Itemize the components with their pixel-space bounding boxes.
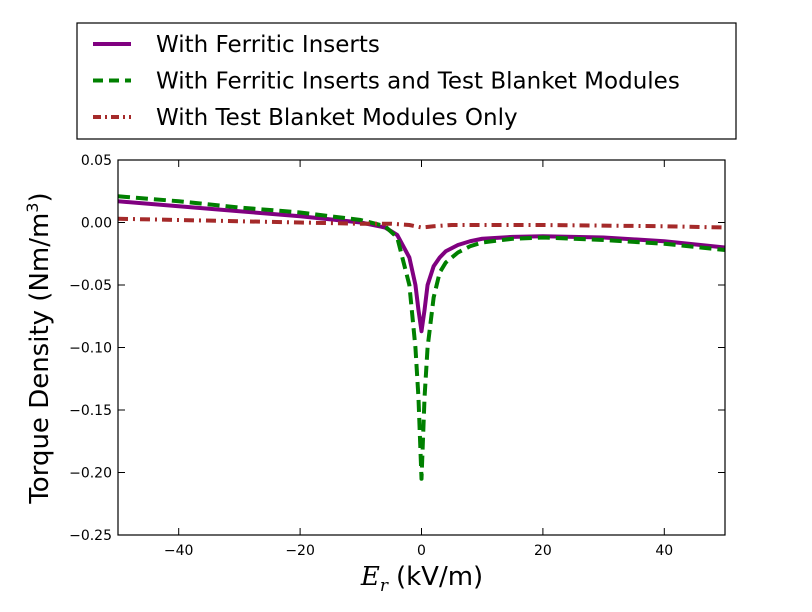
y-axis-text: Torque Density (Nm/m [25, 213, 55, 505]
y-tick-label: −0.05 [69, 278, 112, 294]
x-axis-sub: r [380, 576, 389, 596]
x-tick-label: 20 [534, 543, 552, 559]
x-tick-label: −20 [285, 543, 315, 559]
x-axis-title: Er (kV/m) [360, 562, 483, 596]
x-tick-label: 0 [417, 543, 426, 559]
y-tick-label: −0.20 [69, 466, 112, 482]
x-tick-label: 40 [655, 543, 673, 559]
y-tick-label: 0.00 [81, 216, 112, 232]
series-line-3 [118, 216, 725, 230]
y-axis-title: Torque Density (Nm/m3) [23, 192, 55, 504]
legend-label-3: With Test Blanket Modules Only [156, 105, 518, 131]
y-tick-label: −0.25 [69, 528, 112, 544]
series-line-1 [118, 199, 725, 334]
y-tick-label: −0.10 [69, 341, 112, 357]
y-tick-label: 0.05 [81, 153, 112, 169]
series-line-2 [118, 194, 725, 481]
y-tick-label: −0.15 [69, 403, 112, 419]
legend-frame [76, 22, 737, 140]
x-axis-unit: (kV/m) [396, 562, 483, 592]
legend-label-2: With Ferritic Inserts and Test Blanket M… [156, 69, 680, 95]
legend-label-1: With Ferritic Inserts [156, 32, 380, 58]
x-tick-label: −40 [164, 543, 194, 559]
y-axis-sup: 3 [23, 203, 42, 213]
series-group [118, 194, 725, 481]
x-axis-var: E [360, 562, 380, 592]
ticks-group: −40 −20 0 20 40 0.05 0.00 −0.05 −0.10 −0.15 −0.20 −… [69, 153, 725, 559]
y-axis-close: ) [25, 192, 55, 202]
legend: With Ferritic Inserts With Ferritic Inser… [76, 22, 737, 140]
